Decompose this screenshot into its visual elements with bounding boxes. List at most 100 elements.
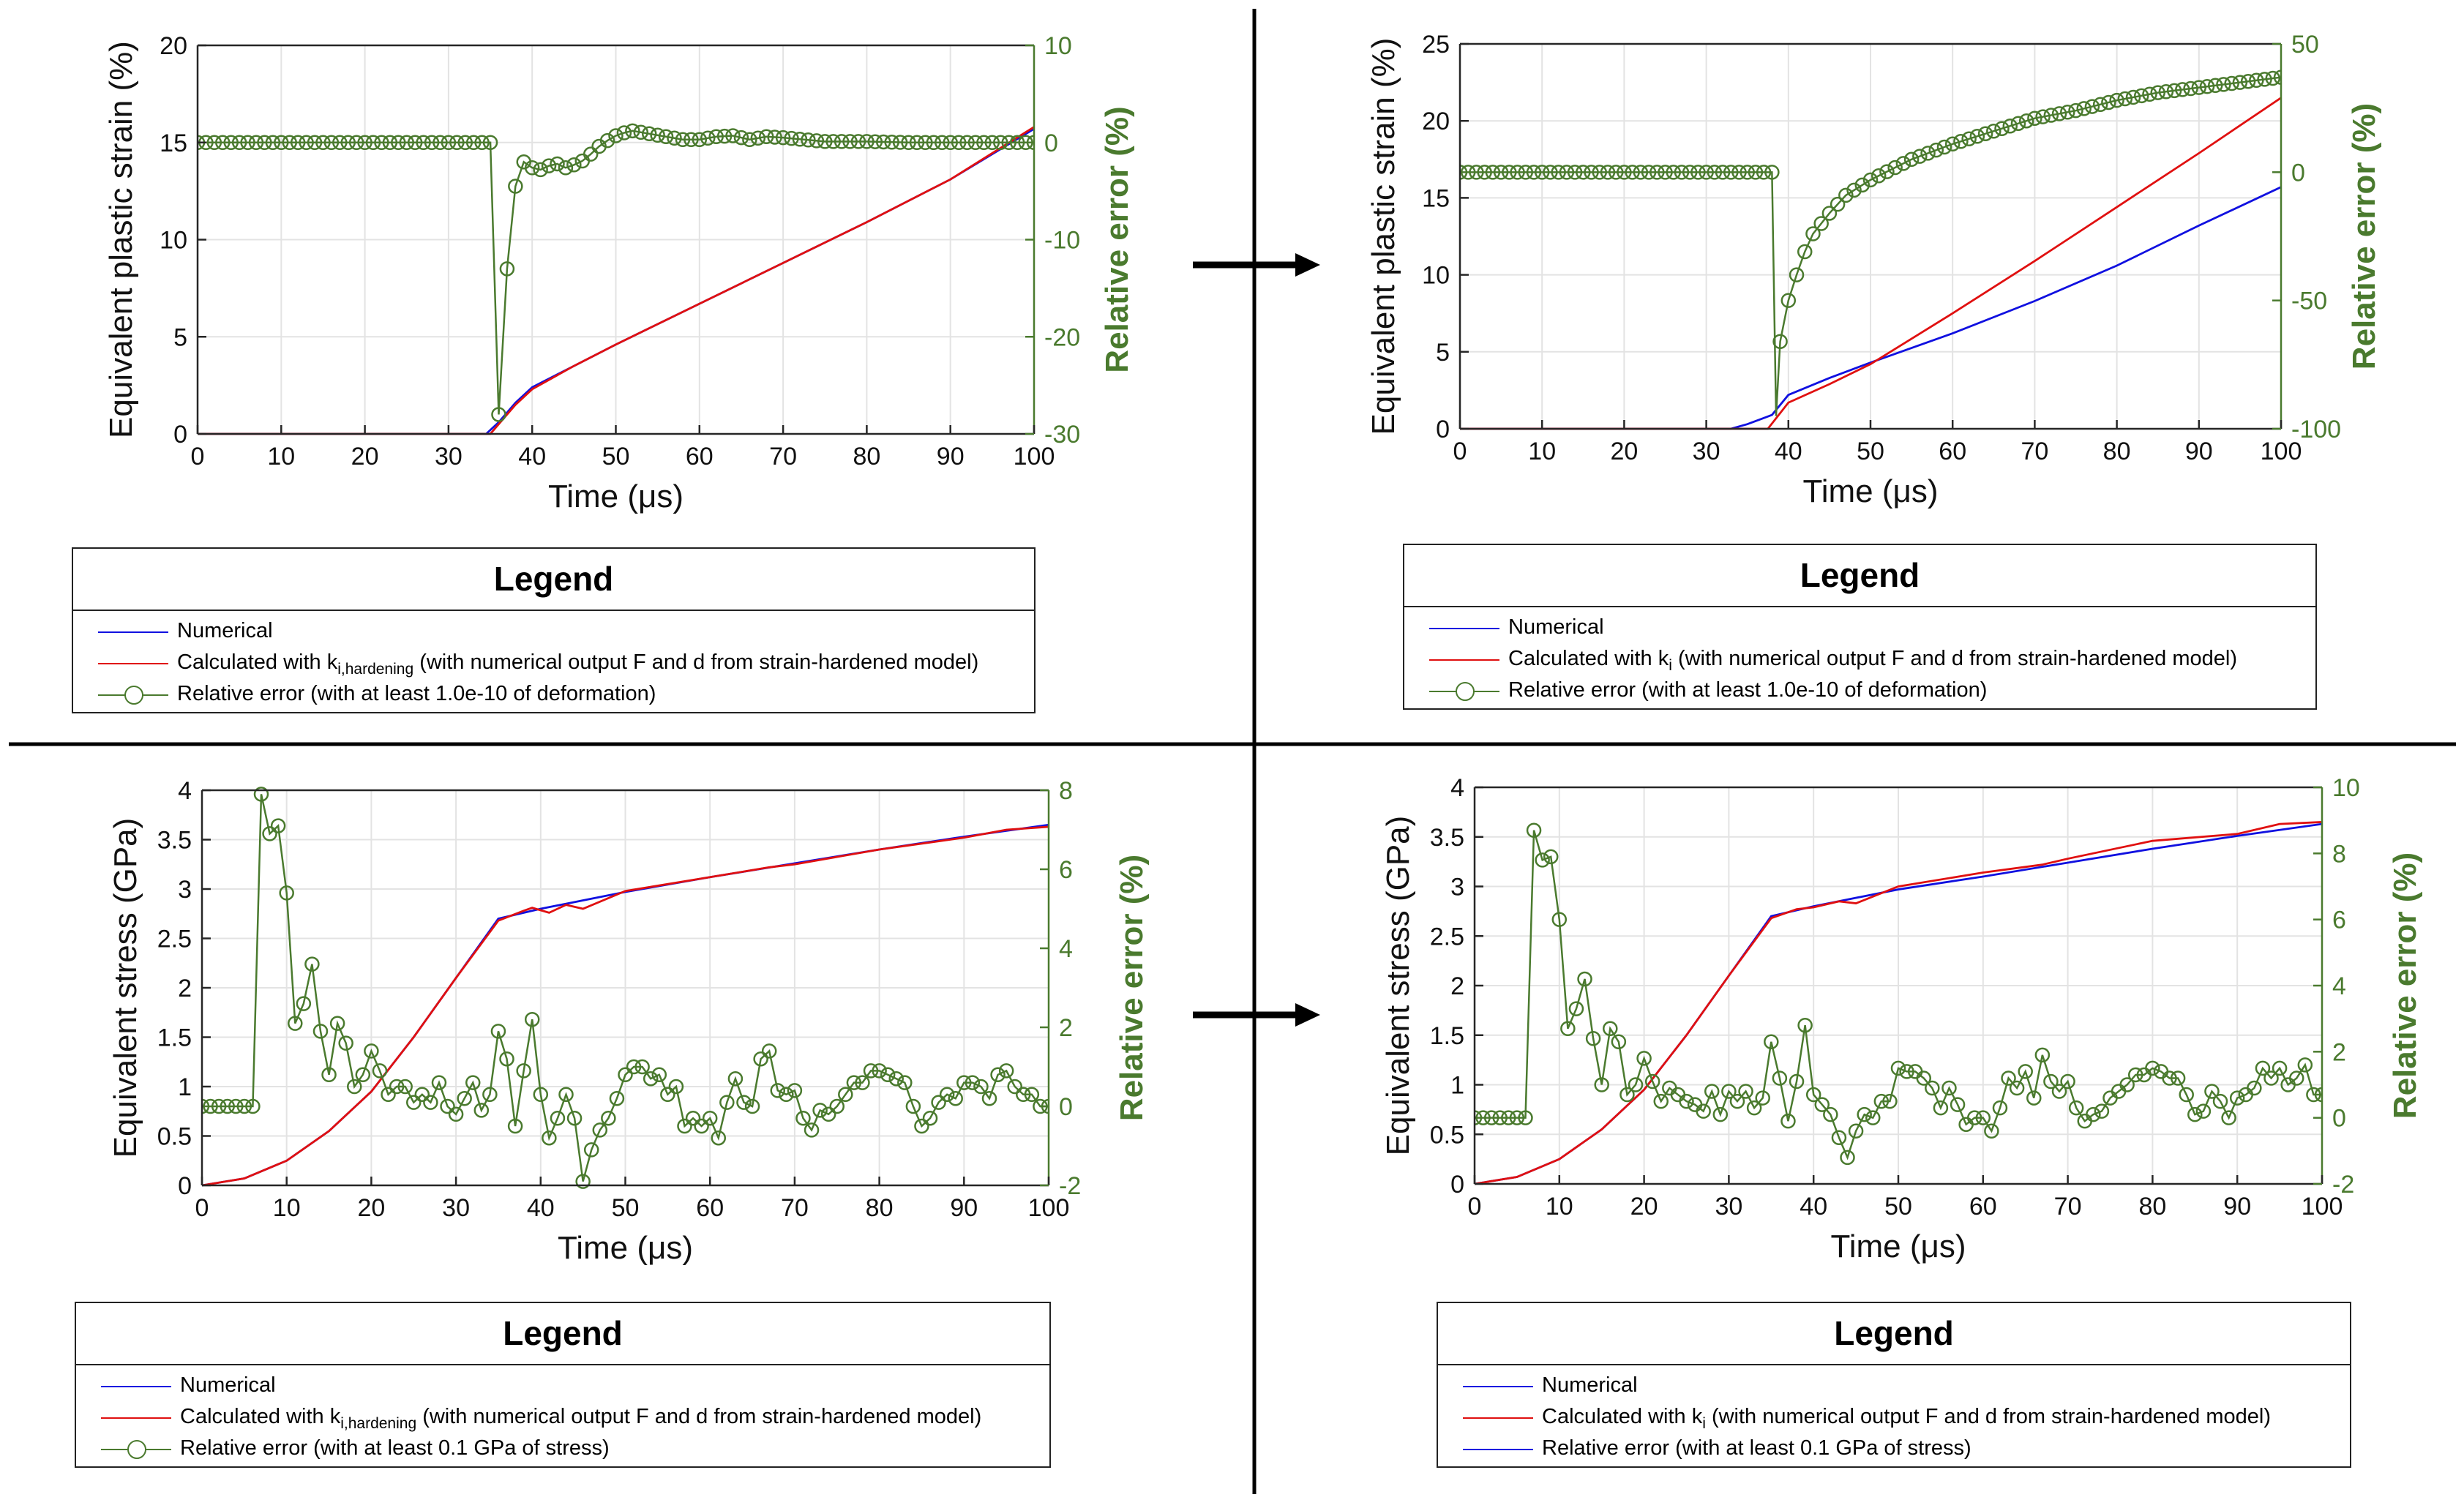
relative-error-point — [1666, 165, 1681, 180]
relative-error-point — [423, 1095, 438, 1110]
relative-error-point — [684, 132, 699, 148]
y2-tick-label: 2 — [1059, 1014, 1073, 1042]
legend-sample-calculated — [1463, 1417, 1533, 1419]
relative-error-point — [347, 1079, 362, 1095]
relative-error-point — [449, 135, 465, 150]
relative-error-point — [321, 1067, 337, 1083]
x-tick-label: 30 — [1693, 438, 1720, 465]
relative-error-point — [779, 1087, 794, 1103]
relative-error-point — [2117, 91, 2133, 107]
relative-error-point — [253, 787, 269, 802]
relative-error-point — [2158, 83, 2174, 100]
x-tick-label: 100 — [1014, 443, 1055, 470]
y2-tick-label: 8 — [1059, 777, 1073, 805]
relative-error-point — [1986, 123, 2001, 139]
x-tick-label: 90 — [2223, 1193, 2251, 1220]
x-tick-label: 50 — [612, 1194, 640, 1222]
relative-error-point — [1644, 1073, 1660, 1090]
relative-error-point — [482, 135, 498, 150]
relative-error-point — [2224, 75, 2239, 91]
y-axis-label: Equivalent plastic strain (%) — [103, 41, 139, 438]
relative-error-point — [206, 135, 222, 150]
relative-error-point — [1756, 165, 1772, 180]
relative-error-point — [290, 135, 306, 150]
x-tick-label: 40 — [1800, 1193, 1827, 1220]
relative-error-point — [1746, 1100, 1762, 1116]
y2-axis-label: Relative error (%) — [2346, 103, 2382, 370]
relative-error-point — [2134, 88, 2149, 104]
relative-error-point — [2221, 1110, 2236, 1125]
relative-error-point — [634, 1059, 650, 1075]
relative-error-point — [1543, 849, 1559, 865]
relative-error-point — [1534, 165, 1550, 180]
relative-error-point — [1805, 1087, 1821, 1103]
y2-tick-label: -50 — [2291, 288, 2327, 315]
relative-error-point — [499, 261, 515, 277]
relative-error-point — [372, 1063, 388, 1079]
x-tick-label: 40 — [1775, 438, 1802, 465]
relative-error-point — [2212, 1093, 2228, 1109]
legend-label-calculated-suffix: (with numerical output F and d from stra… — [416, 1405, 982, 1428]
y-tick-label: 25 — [1422, 31, 1450, 59]
relative-error-point — [880, 1067, 896, 1083]
relative-error-point — [1821, 206, 1838, 221]
relative-error-point — [867, 134, 883, 149]
relative-error-point — [1780, 293, 1797, 308]
y-tick-label: 0 — [178, 1172, 192, 1200]
relative-error-point — [2166, 83, 2182, 99]
legend-label-numerical: Numerical — [180, 1373, 276, 1397]
y2-tick-label: 0 — [2332, 1105, 2346, 1133]
relative-error-point — [888, 1070, 904, 1087]
relative-error-point — [677, 1118, 692, 1134]
relative-error-point — [2273, 70, 2281, 85]
relative-error-point — [1729, 1093, 1745, 1109]
relative-error-point — [1975, 1110, 1991, 1125]
relative-error-point — [1797, 244, 1813, 260]
relative-error-point — [1838, 187, 1854, 203]
y-tick-label: 3 — [1450, 874, 1464, 901]
relative-error-point — [784, 130, 799, 146]
legend-marker-circle — [124, 686, 143, 705]
relative-error-point — [312, 1024, 329, 1039]
legend-label-calculated-suffix: (with numerical output F and d from stra… — [1705, 1405, 2271, 1428]
y-tick-label: 0.5 — [157, 1123, 192, 1151]
y-tick-label: 5 — [173, 323, 187, 351]
legend-row-numerical: Numerical — [1404, 612, 2315, 645]
relative-error-point — [265, 135, 281, 150]
relative-error-point — [1016, 1087, 1031, 1103]
y2-tick-label: 8 — [2332, 840, 2346, 868]
relative-error-point — [1797, 1017, 1813, 1033]
relative-error-point — [223, 135, 239, 150]
relative-error-point — [1679, 1093, 1694, 1109]
relative-error-point — [1873, 1093, 1890, 1109]
relative-error-point — [1469, 165, 1484, 180]
relative-error-point — [2265, 70, 2281, 86]
relative-error-point — [1001, 135, 1016, 150]
relative-error-point — [315, 135, 331, 150]
legend-panel-1: Legend Numerical Calculated with ki,hard… — [72, 547, 1036, 713]
relative-error-point — [675, 132, 691, 148]
relative-error-point — [1920, 146, 1936, 161]
relative-error-point — [1805, 226, 1821, 241]
relative-error-point — [660, 1087, 675, 1103]
x-tick-label: 70 — [781, 1194, 809, 1222]
y2-tick-label: 10 — [1044, 32, 1072, 60]
relative-error-point — [2109, 92, 2124, 108]
relative-error-point — [633, 124, 649, 140]
relative-error-point — [2232, 75, 2248, 90]
relative-error-point — [516, 1063, 531, 1079]
relative-error-point — [1865, 1110, 1881, 1125]
x-tick-label: 10 — [1528, 438, 1556, 465]
y-axis-label: Equivalent stress (GPa) — [1380, 816, 1416, 1156]
legend-label-relerr: Relative error (with at least 0.1 GPa of… — [180, 1436, 610, 1460]
relative-error-point — [2229, 1090, 2245, 1106]
relative-error-point — [1882, 1093, 1898, 1109]
legend-sample-calculated — [101, 1417, 171, 1419]
legend-label-numerical: Numerical — [1508, 615, 1604, 639]
relative-error-point — [1641, 165, 1657, 180]
y2-tick-label: 4 — [1059, 935, 1073, 963]
relative-error-point — [1617, 165, 1632, 180]
relative-error-point — [524, 1011, 540, 1027]
relative-error-point — [406, 1095, 422, 1110]
relative-error-point — [1682, 165, 1698, 180]
